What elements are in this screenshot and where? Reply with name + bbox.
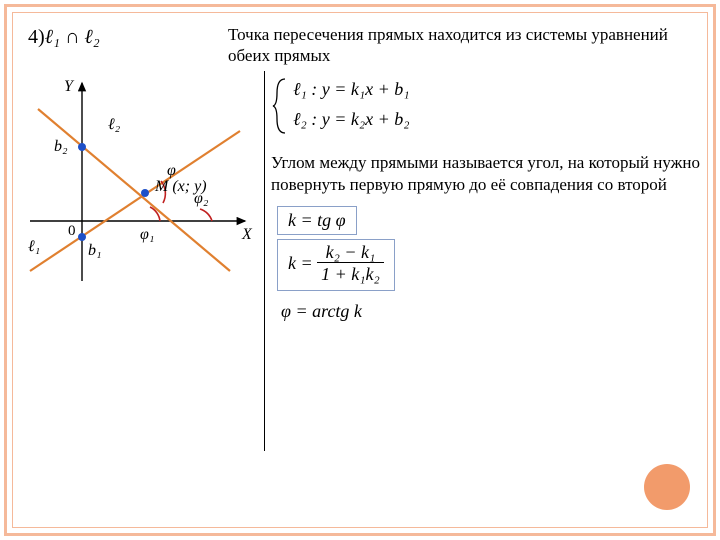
case-label: 4)ℓ₁ ∩ ℓ₂ [20,20,228,49]
svg-text:M (x; y): M (x; y) [154,178,207,195]
formula-phi-arctg: φ = arctg k [281,301,700,322]
formula-k-den: 1 + k₁k₂ [317,263,384,286]
svg-text:b₂: b₂ [54,138,68,155]
svg-text:0: 0 [68,223,76,239]
formula-k-tan: k = tg φ [277,206,357,235]
svg-text:X: X [241,226,253,243]
svg-text:Y: Y [64,78,75,95]
angle-heading: Углом между прямыми называется угол, на … [271,152,700,196]
svg-text:φ: φ [167,162,176,179]
formula-k-num: k₂ − k₁ [317,243,384,264]
formula-k-lhs: k = [288,253,313,273]
case-number: 4) [28,26,45,48]
slide-content: 4)ℓ₁ ∩ ℓ₂ Точка пересечения прямых наход… [20,20,700,520]
sys-line1: ℓ₁ : y = k₁x + b₁ [293,79,410,99]
equation-system: ℓ₁ : y = k₁x + b₁ ℓ₂ : y = k₂x + b₂ [271,71,471,141]
svg-text:φ₁: φ₁ [140,226,154,243]
diagram-svg: YX0ℓ₁ℓ₂b₂b₁φφ₁φ₂M (x; y) [20,71,260,291]
svg-text:ℓ₂: ℓ₂ [108,116,121,133]
case-symbols: ℓ₁ ∩ ℓ₂ [45,26,100,48]
formula-stack: k = tg φ k = k₂ − k₁ 1 + k₁k₂ φ = arctg … [277,206,700,322]
lines-diagram: YX0ℓ₁ℓ₂b₂b₁φφ₁φ₂M (x; y) [20,71,260,291]
sys-line2: ℓ₂ : y = k₂x + b₂ [293,109,410,129]
intersection-heading: Точка пересечения прямых находится из си… [228,20,700,67]
corner-accent-circle [644,464,690,510]
svg-text:ℓ₁: ℓ₁ [28,238,40,255]
right-column: ℓ₁ : y = k₁x + b₁ ℓ₂ : y = k₂x + b₂ Угло… [264,71,700,451]
svg-text:b₁: b₁ [88,242,102,259]
formula-k-fraction: k = k₂ − k₁ 1 + k₁k₂ [277,239,395,291]
